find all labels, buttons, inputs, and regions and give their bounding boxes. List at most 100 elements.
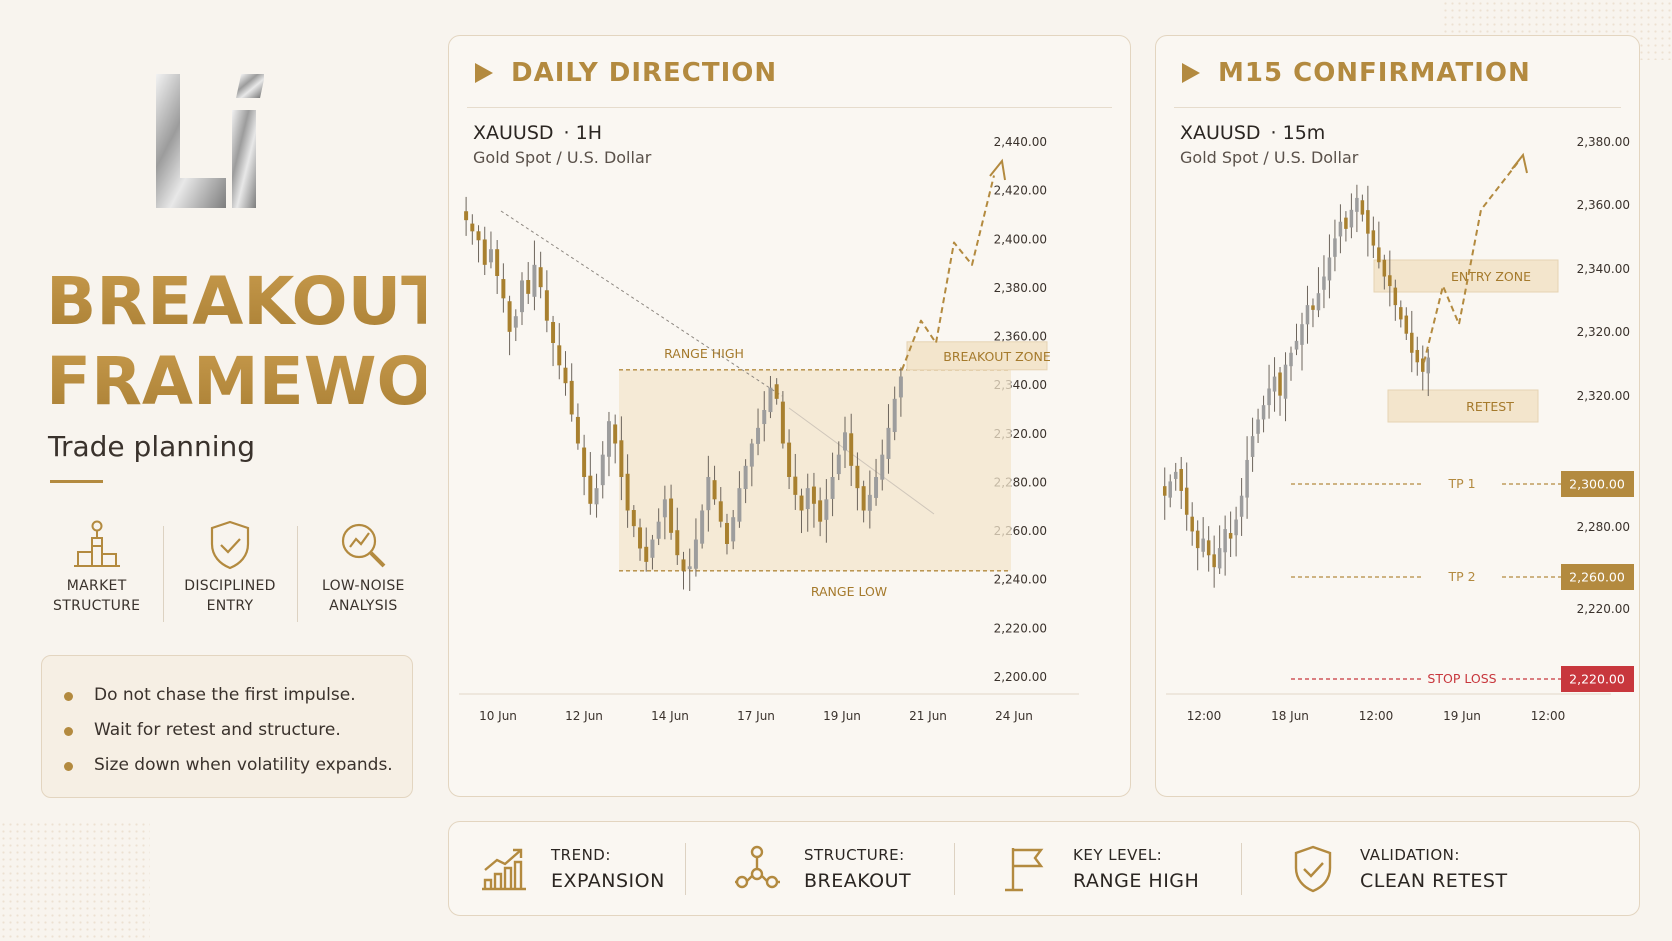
x-tick-label: 24 Jun bbox=[995, 709, 1033, 723]
candle-body bbox=[898, 376, 903, 398]
feature-low-noise-analysis: LOW-NOISE ANALYSIS bbox=[296, 518, 430, 628]
projection-path bbox=[1423, 161, 1519, 363]
candle-body bbox=[1212, 554, 1216, 568]
stat-key-level: KEY LEVEL: RANGE HIGH bbox=[1001, 822, 1241, 915]
candle-body bbox=[588, 475, 593, 504]
candle-body bbox=[669, 498, 674, 533]
candle-body bbox=[1338, 221, 1343, 237]
stat-value: BREAKOUT bbox=[804, 869, 912, 892]
candle-body bbox=[569, 380, 574, 415]
stat-key: KEY LEVEL: bbox=[1073, 845, 1163, 864]
candle-body bbox=[756, 427, 761, 444]
x-tick-label: 10 Jun bbox=[479, 709, 517, 723]
feature-market-structure: MARKET STRUCTURE bbox=[30, 518, 163, 628]
candle-body bbox=[1162, 486, 1167, 496]
candle-body bbox=[693, 539, 698, 569]
candle-body bbox=[1195, 530, 1200, 549]
y-tick-label: 2,320.00 bbox=[1577, 389, 1630, 403]
candle-body bbox=[1426, 357, 1431, 374]
candle-body bbox=[507, 301, 512, 332]
candle-body bbox=[749, 443, 754, 467]
level-label: TP 2 bbox=[1447, 569, 1475, 584]
tips-card: Do not chase the first impulse. Wait for… bbox=[41, 655, 413, 798]
candle-body bbox=[737, 488, 742, 522]
candle-body bbox=[662, 499, 667, 518]
summary-bar: TREND: EXPANSION STRUCTURE: BREAKOUT KEY L… bbox=[448, 821, 1640, 916]
candle-body bbox=[470, 223, 475, 232]
candle-body bbox=[606, 421, 611, 457]
daily-chart: 2,440.00 2,420.00 2,400.00 2,380.00 2,360.00… bbox=[459, 135, 1079, 723]
symbol-label: XAUUSD · 15m bbox=[1180, 122, 1325, 144]
candle-body bbox=[600, 454, 605, 486]
candle-body bbox=[1371, 230, 1376, 246]
level-value: 2,300.00 bbox=[1569, 477, 1625, 492]
divider bbox=[1174, 107, 1621, 108]
feature-row: MARKET STRUCTURE DISCIPLINED ENTRY LOW-N… bbox=[30, 518, 430, 628]
tip-item: Do not chase the first impulse. bbox=[64, 678, 412, 713]
tip-item: Wait for retest and structure. bbox=[64, 713, 412, 748]
candle-body bbox=[892, 398, 897, 433]
candle-body bbox=[532, 264, 537, 297]
stat-value: RANGE HIGH bbox=[1073, 869, 1200, 892]
candle-body bbox=[1261, 405, 1266, 420]
retest-box bbox=[1387, 389, 1539, 423]
candle-body bbox=[706, 477, 711, 511]
level-label: TP 1 bbox=[1447, 476, 1475, 491]
candle-body bbox=[1239, 495, 1244, 517]
sidebar: BREAKOUT FRAMEWORK Trade planning MARKET… bbox=[0, 0, 535, 941]
candle-body bbox=[1228, 533, 1233, 539]
candle-body bbox=[743, 465, 748, 490]
candle-body bbox=[1278, 372, 1282, 396]
candle-body bbox=[1360, 200, 1365, 215]
candle-body bbox=[1404, 315, 1409, 334]
candle-body bbox=[1272, 376, 1277, 392]
candle-body bbox=[805, 488, 810, 510]
candle-body bbox=[1393, 287, 1398, 306]
candle-body bbox=[625, 473, 630, 511]
range-low-label: RANGE LOW bbox=[811, 584, 887, 599]
separator bbox=[685, 842, 686, 895]
candle-body bbox=[880, 454, 885, 480]
candle-body bbox=[644, 546, 649, 562]
panel-header: DAILY DIRECTION bbox=[475, 58, 777, 88]
candle-body bbox=[488, 249, 493, 263]
candle-body bbox=[1234, 519, 1238, 536]
stat-trend: TREND: EXPANSION bbox=[479, 822, 685, 915]
y-tick-label: 2,340.00 bbox=[1577, 262, 1630, 276]
title-line-2: FRAMEWORK bbox=[46, 343, 535, 420]
candle-body bbox=[538, 267, 543, 288]
candle-body bbox=[724, 522, 729, 544]
candle-body bbox=[1201, 538, 1205, 552]
candle-body bbox=[513, 316, 518, 328]
candle-body bbox=[681, 559, 686, 571]
entry-zone-box bbox=[1373, 259, 1559, 293]
candle-body bbox=[1190, 516, 1194, 532]
candle-body bbox=[526, 280, 531, 294]
m15-confirmation-panel: 2,380.00 2,360.00 2,340.00 2,320.00 2,320.00… bbox=[1155, 35, 1640, 797]
separator bbox=[954, 842, 955, 895]
arrow-head bbox=[1511, 152, 1528, 174]
projection-path bbox=[901, 175, 995, 371]
candle-body bbox=[1283, 364, 1288, 399]
breakout-zone-box bbox=[906, 341, 1048, 371]
candle-body bbox=[1267, 388, 1271, 406]
candle-body bbox=[1327, 257, 1332, 281]
candle-body bbox=[594, 488, 599, 505]
instrument-name: Gold Spot / U.S. Dollar bbox=[1180, 148, 1359, 167]
x-tick-label: 12:00 bbox=[1187, 709, 1222, 723]
candle-body bbox=[1388, 275, 1392, 287]
candle-body bbox=[836, 454, 841, 475]
candle-body bbox=[1245, 459, 1249, 498]
y-tick-label: 2,220.00 bbox=[994, 621, 1047, 635]
candle-body bbox=[1349, 209, 1354, 228]
candle-body bbox=[1173, 471, 1178, 479]
separator bbox=[1241, 842, 1242, 895]
y-tick-label: 2,400.00 bbox=[994, 232, 1047, 246]
feature-label: MARKET STRUCTURE bbox=[53, 578, 141, 614]
candle-body bbox=[799, 495, 804, 511]
play-triangle-icon bbox=[475, 63, 493, 83]
candle-body bbox=[1179, 469, 1183, 491]
play-triangle-icon bbox=[1182, 63, 1200, 83]
y-tick-label: 2,380.00 bbox=[994, 281, 1047, 295]
candle-body bbox=[1333, 238, 1337, 257]
